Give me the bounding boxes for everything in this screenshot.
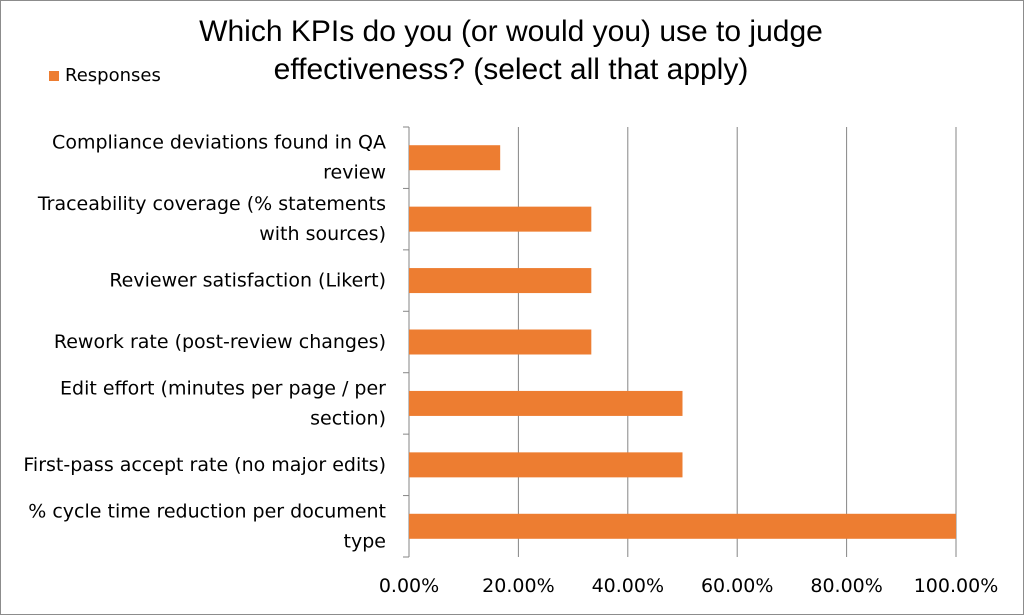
category-label-6-line-1: type [344,530,386,552]
x-tick-label-1: 20.00% [482,575,554,597]
category-label-4-line-0: Edit effort (minutes per page / per [60,377,386,399]
legend-swatch-responses [49,71,59,81]
category-label-6-line-0: % cycle time reduction per document [28,500,386,522]
x-tick-label-5: 100.00% [914,575,999,597]
bar-0 [409,145,501,171]
bar-4 [409,390,683,416]
x-tick-label-4: 80.00% [810,575,882,597]
category-label-5-line-0: First-pass accept rate (no major edits) [23,454,386,476]
category-label-0-line-0: Compliance deviations found in QA [52,132,386,154]
x-tick-label-2: 40.00% [592,575,664,597]
category-label-1-line-0: Traceability coverage (% statements [37,193,386,215]
bar-1 [409,206,592,232]
bar-2 [409,268,592,294]
category-label-3-line-0: Rework rate (post-review changes) [54,331,386,353]
category-label-1-line-1: with sources) [259,223,386,245]
bar-5 [409,452,683,478]
x-tick-label-3: 60.00% [701,575,773,597]
chart-title: Which KPIs do you (or would you) use to … [161,13,861,89]
legend-label-responses: Responses [65,65,161,86]
chart-title-line-1: Which KPIs do you (or would you) use to … [199,15,823,48]
category-label-2-line-0: Reviewer satisfaction (Likert) [109,270,386,292]
bar-6 [409,513,956,539]
x-tick-label-0: 0.00% [379,575,439,597]
bar-3 [409,329,592,355]
category-label-0-line-1: review [323,162,386,184]
category-label-4-line-1: section) [310,407,386,429]
chart-title-line-2: effectiveness? (select all that apply) [273,53,749,86]
